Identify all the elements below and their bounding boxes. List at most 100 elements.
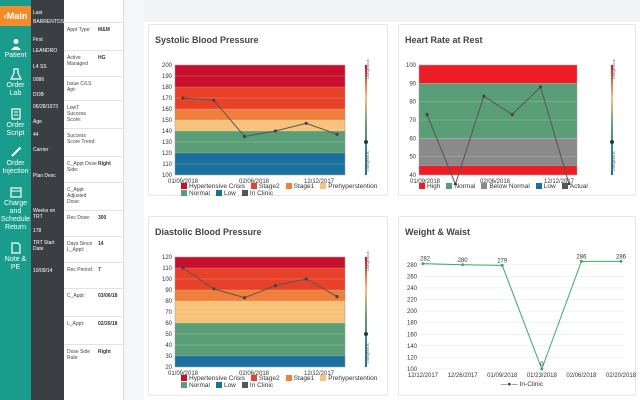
- y-tick-label: 160: [407, 332, 418, 338]
- nav-order-script[interactable]: Order Script: [0, 108, 31, 138]
- legend-label: Normal: [189, 190, 210, 197]
- nav-label: Patient: [4, 52, 27, 59]
- plot-border: [418, 64, 578, 176]
- legend-swatch: [215, 190, 222, 196]
- data-point: [335, 295, 339, 299]
- systolic-card: Systolic Blood Pressure 100 110 120 130 140 1…: [148, 24, 388, 197]
- appt-value: HG: [98, 55, 106, 61]
- legend-label: Prehyperstention: [328, 375, 378, 382]
- appt-label: Days Since L_Appt:: [67, 241, 93, 253]
- y-tick-label: 280: [407, 263, 418, 269]
- appt-value: 14: [98, 241, 104, 247]
- systolic-chart: 100 110 120 130 140 150 160 170 180 190 200 01/09/2…: [162, 59, 370, 185]
- chart-band: [419, 138, 577, 166]
- y-tick-label: 130: [162, 140, 173, 146]
- legend-label: Stage2: [259, 183, 280, 190]
- data-point: [243, 296, 247, 300]
- x-tick-label: 12/12/2017: [304, 179, 335, 185]
- age-value: 44: [33, 132, 39, 138]
- data-point: [619, 259, 623, 263]
- y-tick-label: 90: [409, 81, 416, 87]
- data-point: [500, 263, 504, 267]
- chart-band: [175, 153, 345, 175]
- y-tick-label: 30: [165, 354, 172, 360]
- legend-swatch: [285, 183, 292, 189]
- scale-bottom-label: Dangerous: [365, 343, 370, 363]
- appt-label: Success Score Trend:: [67, 133, 96, 145]
- y-tick-label: 180: [162, 85, 173, 91]
- data-label: 0: [540, 362, 544, 368]
- appt-row: Active Managed HG: [64, 50, 124, 78]
- legend-swatch: [251, 183, 257, 189]
- legend-label: Low: [223, 190, 236, 197]
- appt-value: 03/06/18: [98, 293, 118, 299]
- data-label: 282: [420, 257, 431, 263]
- diastolic-card: Diastolic Blood Pressure 20 30 40 50 60 70 80 9…: [148, 216, 388, 396]
- legend-label: Stage2: [259, 375, 280, 382]
- trt-start-label: TRT Start Date: [33, 240, 55, 252]
- syringe-icon: [10, 146, 21, 157]
- age-label: Age: [33, 119, 42, 125]
- legend-label: Hypertensive Crisis: [189, 375, 245, 382]
- nav-charge-schedule[interactable]: Charge and Schedule Return: [0, 186, 31, 232]
- appt-label: L_Appt:: [67, 321, 85, 327]
- weight-title: Weight & Waist: [405, 227, 470, 237]
- legend-swatch: [181, 183, 187, 189]
- chart-band: [175, 131, 345, 153]
- y-tick-label: 150: [162, 118, 173, 124]
- legend-swatch: [251, 375, 257, 381]
- legend-item: Prehyperstention: [320, 375, 377, 382]
- appt-label: C_Appt Adjusted Dose:: [67, 187, 87, 205]
- data-point: [425, 112, 429, 117]
- appt-row: Days Since L_Appt: 14: [64, 236, 124, 264]
- last-name-value: BARRENTOS: [33, 19, 65, 25]
- chart-band: [419, 165, 577, 175]
- nav-patient[interactable]: Patient: [0, 38, 31, 60]
- legend-swatch: [446, 183, 453, 189]
- x-tick-label: 12/12/2017: [304, 371, 335, 377]
- l4ss-label: L4 SS: [33, 64, 47, 70]
- y-tick-label: 90: [165, 288, 172, 294]
- y-tick-label: 110: [162, 162, 172, 168]
- data-point: [579, 259, 583, 263]
- chart-band: [175, 301, 345, 323]
- nav-note-pe[interactable]: Note & PE: [0, 242, 31, 272]
- charts-area: Systolic Blood Pressure 100 110 120 130 140 1…: [144, 22, 640, 400]
- series-line: [426, 86, 570, 185]
- nav-order-injection[interactable]: Order Injection: [0, 146, 31, 176]
- legend-swatch: [241, 190, 248, 196]
- legend-item: Prehyperstention: [320, 183, 377, 190]
- plot-border: [174, 64, 346, 176]
- y-tick-label: 70: [409, 118, 416, 124]
- appt-label: Appt Type:: [67, 27, 91, 33]
- diastolic-title: Diastolic Blood Pressure: [155, 227, 262, 237]
- legend-label: Low: [543, 183, 556, 190]
- x-tick-label: 01/23/2018: [527, 373, 558, 379]
- y-tick-label: 190: [162, 74, 173, 80]
- legend-label: In Clinic: [249, 190, 274, 197]
- heart-rate-legend: High Normal Below Normal Low Actual: [419, 183, 594, 190]
- gutter: [124, 0, 144, 400]
- appt-row: Rec Dose: 300: [64, 210, 124, 238]
- appt-value: 7: [98, 267, 101, 273]
- plan-desc-label: Plan Desc: [33, 173, 56, 179]
- data-point: [181, 266, 185, 270]
- legend-swatch: [285, 375, 292, 381]
- y-tick-label: 70: [165, 310, 172, 316]
- appt-label: C_Appt:: [67, 293, 86, 299]
- legend-item: In Clinic: [241, 190, 274, 197]
- x-tick-label: 12/12/2017: [544, 179, 575, 185]
- diastolic-legend: Hypertensive Crisis Stage2 Stage1 Prehypers…: [181, 375, 383, 389]
- legend-label: Normal: [454, 183, 476, 190]
- appt-row: C_Appt: 03/06/18: [64, 288, 124, 316]
- x-tick-label: 02/06/2018: [239, 179, 270, 185]
- weight-chart: 100 120 140 160 180 200 220 240 260 280 12/12/2017…: [407, 254, 637, 387]
- nav-order-lab[interactable]: Order Lab: [0, 68, 31, 98]
- y-tick-label: 140: [407, 344, 418, 350]
- main-button[interactable]: ‹ Main: [0, 6, 31, 26]
- x-tick-label: 01/09/2018: [168, 371, 199, 377]
- chart-band: [175, 87, 345, 109]
- legend-label: Prehyperstention: [328, 183, 378, 190]
- legend-swatch: [181, 190, 187, 196]
- y-tick-label: 20: [165, 365, 172, 371]
